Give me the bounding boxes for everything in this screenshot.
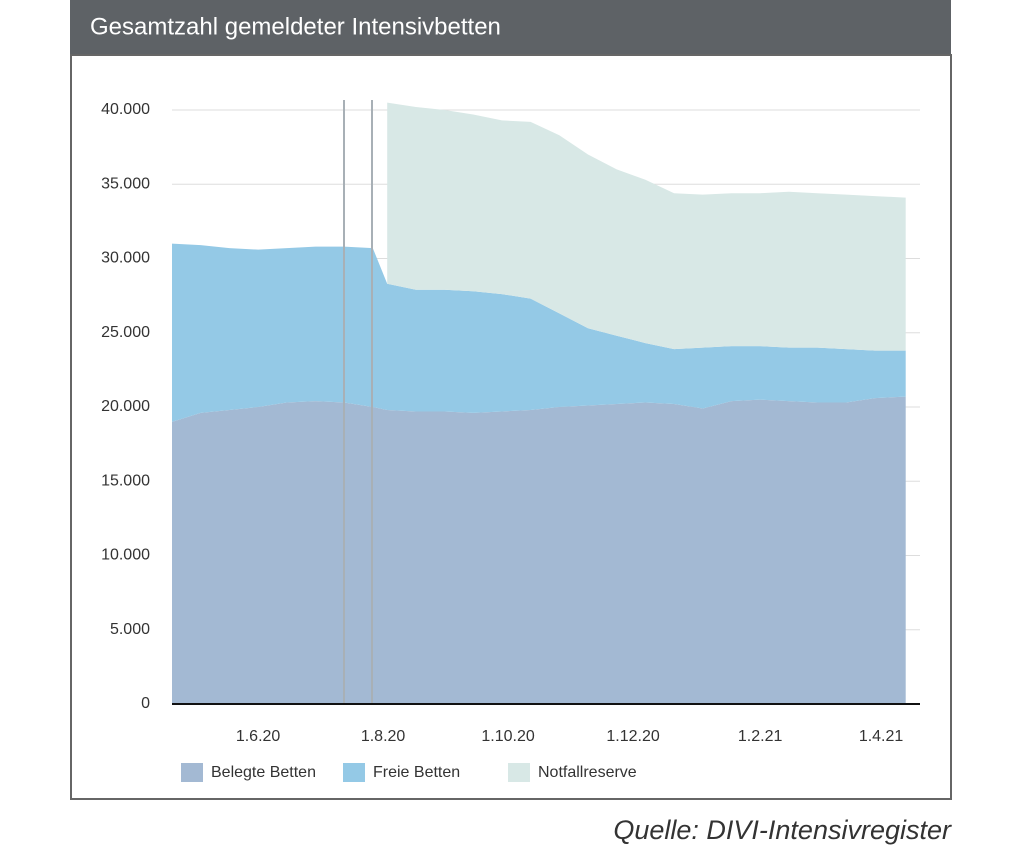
y-tick-label: 30.000 <box>101 250 150 267</box>
area <box>172 243 906 422</box>
y-tick-label: 25.000 <box>101 324 150 341</box>
legend-label: Notfallreserve <box>538 764 637 781</box>
chart-title: Gesamtzahl gemeldeter Intensivbetten <box>90 13 501 40</box>
x-tick-label: 1.2.21 <box>738 728 783 745</box>
title-bar <box>70 0 951 55</box>
y-tick-label: 20.000 <box>101 398 150 415</box>
y-tick-label: 0 <box>141 695 150 712</box>
x-tick-label: 1.12.20 <box>606 728 659 745</box>
y-tick-label: 35.000 <box>101 175 150 192</box>
legend-swatch <box>181 763 203 782</box>
legend-label: Belegte Betten <box>211 764 316 781</box>
y-tick-label: 15.000 <box>101 472 150 489</box>
x-tick-label: 1.4.21 <box>859 728 904 745</box>
legend-swatch <box>343 763 365 782</box>
area <box>172 396 906 704</box>
x-tick-label: 1.8.20 <box>361 728 406 745</box>
x-tick-label: 1.10.20 <box>481 728 534 745</box>
area <box>387 102 906 351</box>
source-note: Quelle: DIVI-Intensivregister <box>613 815 952 845</box>
x-tick-label: 1.6.20 <box>236 728 281 745</box>
y-tick-label: 10.000 <box>101 547 150 564</box>
chart-frame <box>70 54 952 800</box>
y-tick-label: 5.000 <box>110 621 150 638</box>
y-tick-label: 40.000 <box>101 101 150 118</box>
legend-swatch <box>508 763 530 782</box>
legend-label: Freie Betten <box>373 764 460 781</box>
